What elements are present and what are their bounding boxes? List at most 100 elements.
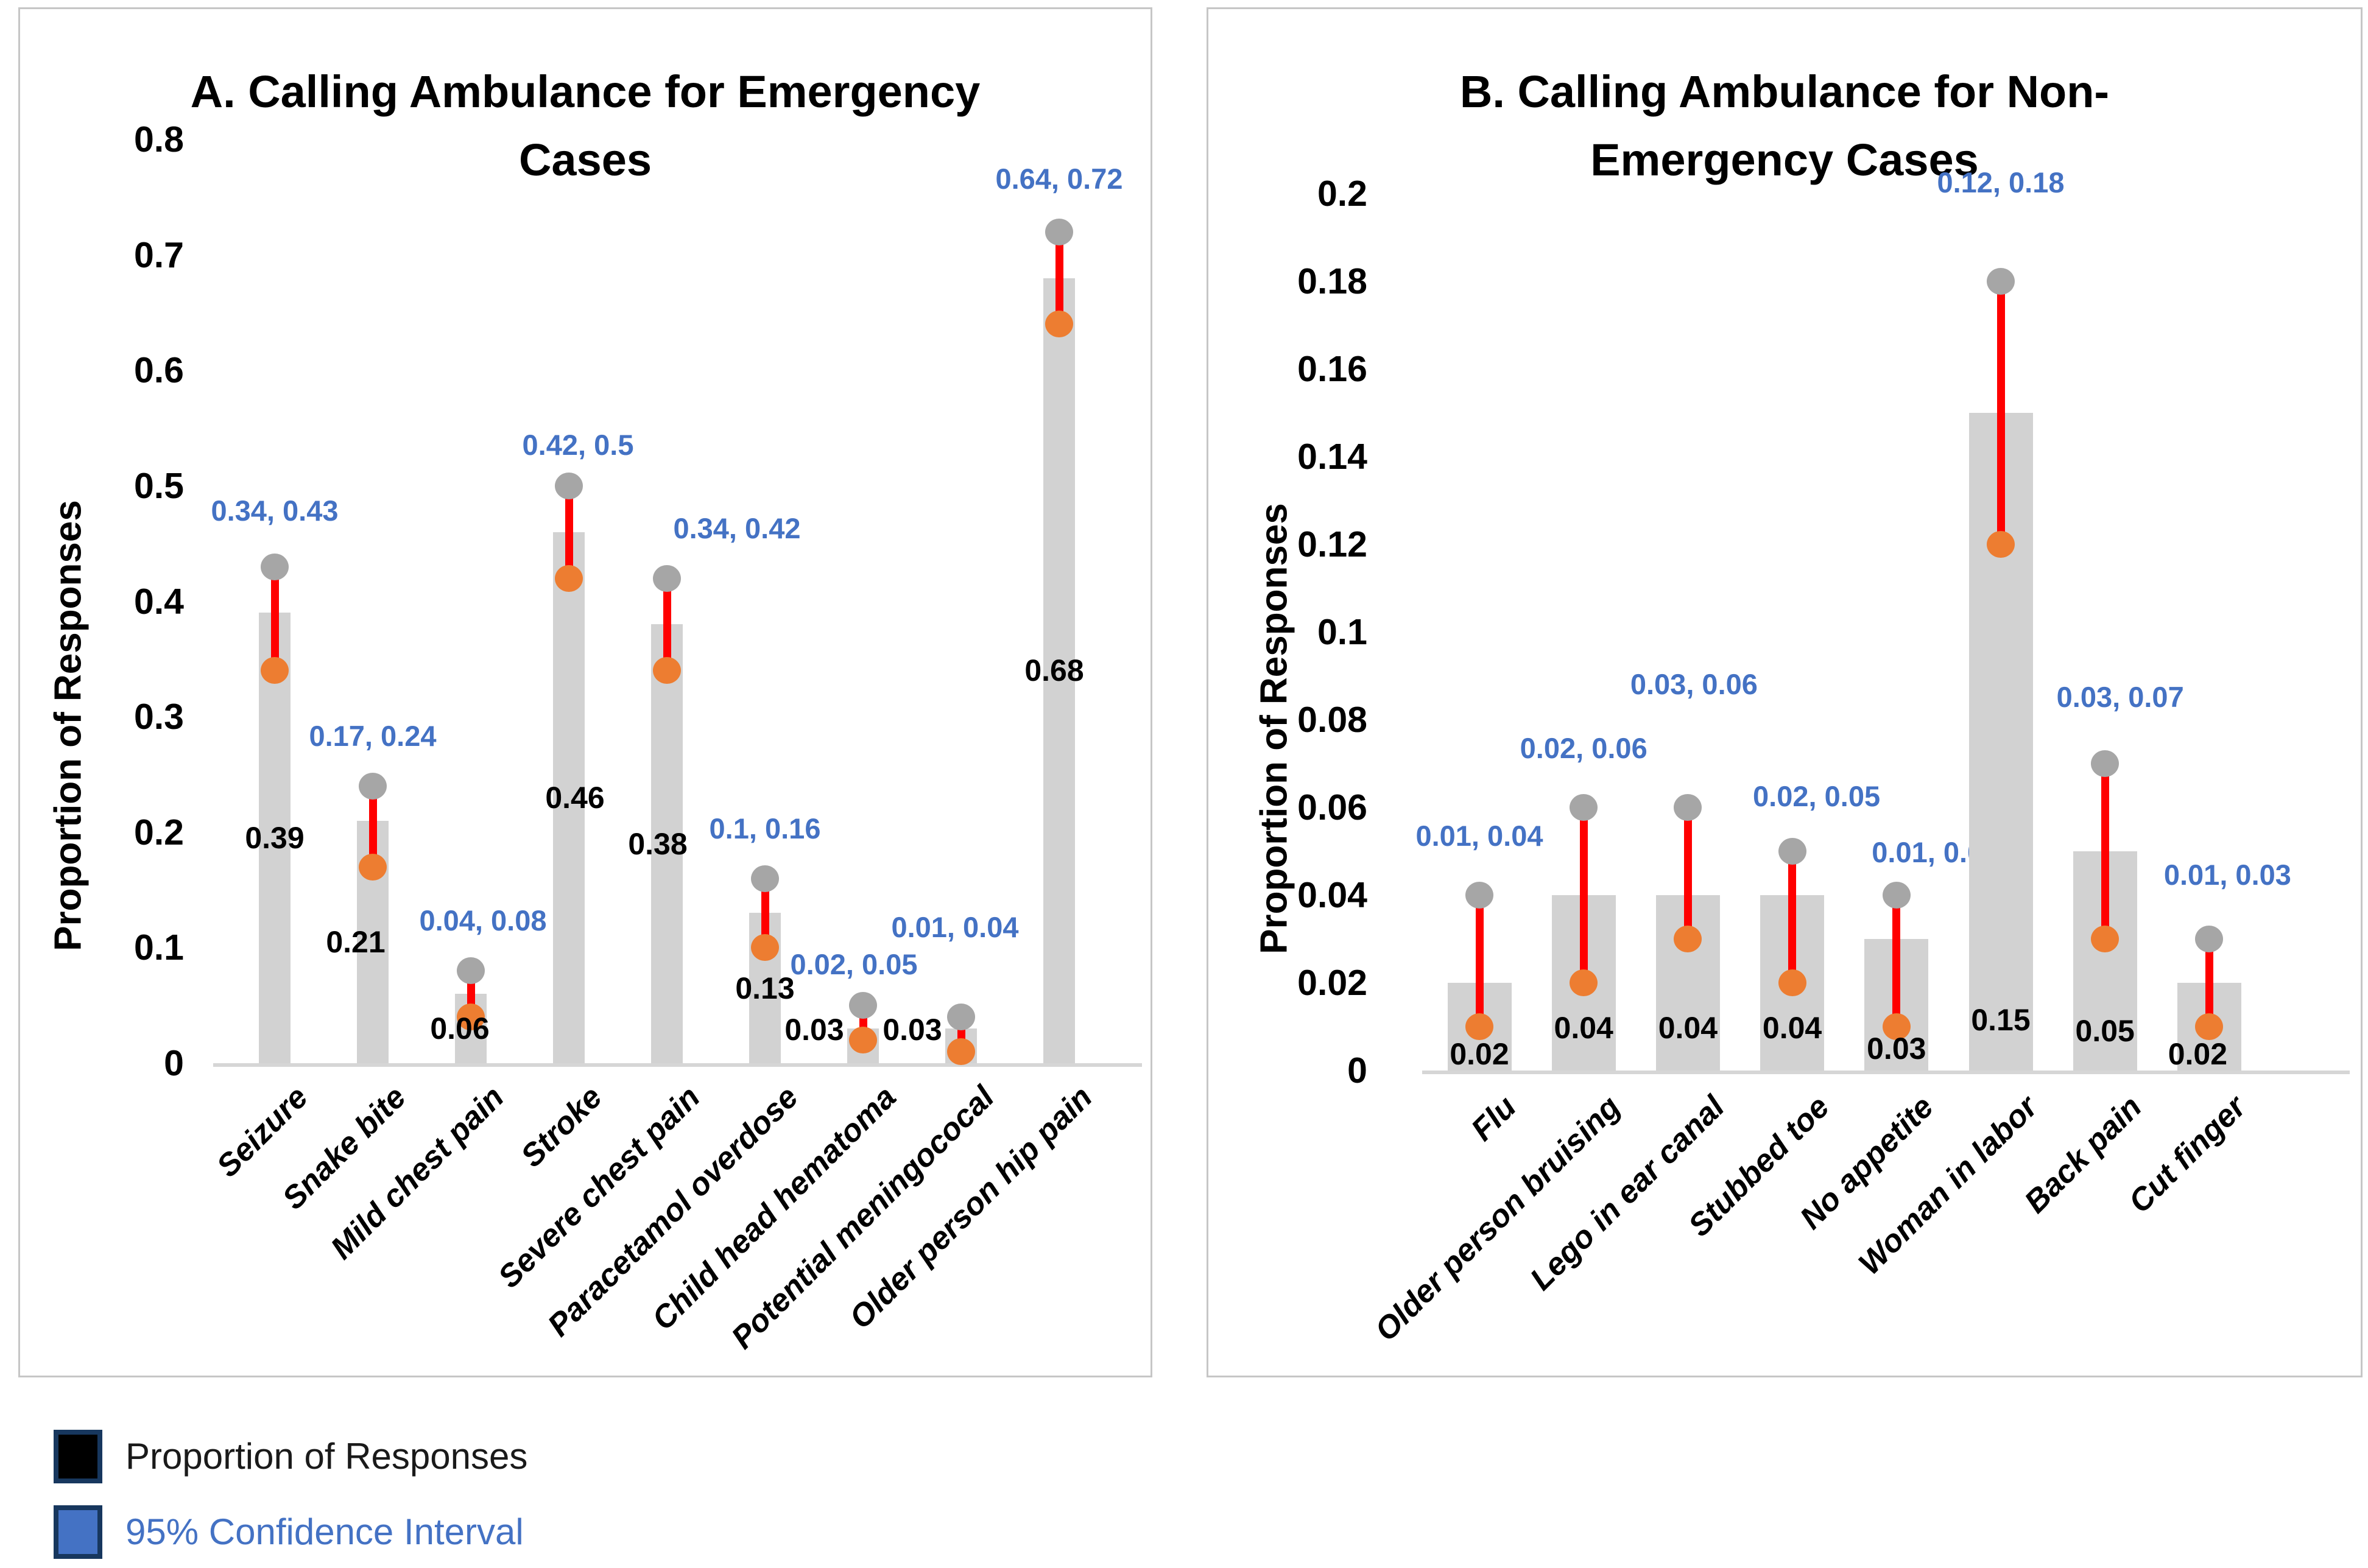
ci-lower-dot [1465,1013,1493,1040]
bar-value-label: 0.03 [883,1013,942,1047]
ci-upper-dot [2195,926,2224,952]
ci-range-label: 0.34, 0.43 [211,494,339,527]
confidence-interval-line [663,578,671,671]
ci-lower-dot [555,564,583,592]
x-axis-line [1422,1071,2350,1074]
ci-upper-dot [849,992,877,1019]
ci-lower-dot [2091,926,2120,952]
panel-b-title-line1: B. Calling Ambulance for Non- [1459,66,2110,117]
confidence-interval-line [1475,895,1484,1027]
bar [553,532,585,1063]
bar-value-label: 0.15 [1971,1003,2031,1037]
panel-a-title: A. Calling Ambulance for Emergency Cases [68,58,1103,194]
y-tick-label: 0.1 [1317,612,1367,652]
bar-value-label: 0.39 [245,821,305,856]
ci-range-label: 0.03, 0.06 [1630,668,1758,700]
bar-value-label: 0.03 [784,1013,844,1047]
bar-value-label: 0.04 [1554,1011,1613,1045]
bar-value-label: 0.38 [628,826,688,861]
ci-range-label: 0.02, 0.06 [1520,732,1647,764]
legend-label-proportion: Proportion of Responses [125,1436,528,1477]
bar-value-label: 0.13 [735,971,795,1005]
ci-lower-dot [653,657,681,684]
ci-upper-dot [1465,882,1493,909]
y-tick-label: 0.06 [1297,787,1367,828]
confidence-interval-line [368,786,377,867]
panel-b-non-emergency-chart: B. Calling Ambulance for Non- Emergency … [1207,7,2363,1377]
confidence-interval-line [1892,895,1901,1027]
ci-lower-dot [947,1038,975,1066]
y-tick-label: 0.8 [133,119,184,160]
bar-value-label: 0.06 [430,1011,490,1046]
y-tick-label: 0.5 [133,465,184,506]
ci-upper-dot [1045,218,1073,245]
ci-range-label: 0.02, 0.05 [1753,780,1881,812]
ci-upper-dot [1674,794,1702,821]
ci-lower-dot [1882,1013,1911,1040]
ci-range-label: 0.01, 0.04 [1415,820,1543,852]
bar-value-label: 0.03 [1867,1032,1926,1066]
y-tick-label: 0.12 [1297,524,1367,564]
legend-swatch-confidence-interval [54,1505,102,1559]
confidence-interval-line [1055,231,1063,325]
confidence-interval-line [565,485,573,578]
ci-upper-dot [1778,838,1806,865]
ci-range-label: 0.04, 0.08 [419,904,547,937]
y-tick-label: 0.2 [133,812,184,853]
panel-a-emergency-chart: A. Calling Ambulance for Emergency Cases [18,7,1152,1377]
confidence-interval-line [1788,851,1797,983]
panel-b-title: B. Calling Ambulance for Non- Emergency … [1267,58,2302,194]
ci-lower-dot [1045,311,1073,338]
ci-lower-dot [457,1004,485,1031]
legend-label-confidence-interval: 95% Confidence Interval [125,1511,524,1552]
bar-value-label: 0.02 [2168,1037,2228,1071]
bar-value-label: 0.68 [1024,653,1084,688]
bar-value-label: 0.04 [1658,1011,1718,1045]
y-tick-label: 0.3 [133,697,184,737]
confidence-interval-line [1579,807,1588,983]
ci-range-label: 0.17, 0.24 [309,719,437,752]
y-tick-label: 0.02 [1297,963,1367,1003]
bar [1043,278,1075,1063]
ci-lower-dot [1674,926,1702,952]
ci-range-label: 0.1, 0.16 [709,812,821,845]
confidence-interval-line [2101,764,2109,939]
confidence-interval-line [1683,807,1692,939]
ci-lower-dot [751,934,779,962]
y-tick-label: 0.7 [133,234,184,275]
y-tick-label: 0.18 [1297,261,1367,301]
ci-lower-dot [1778,969,1806,996]
bar-value-label: 0.46 [545,780,605,815]
bar [651,624,683,1063]
ci-range-label: 0.03, 0.07 [2056,681,2184,713]
y-tick-label: 0.16 [1297,349,1367,389]
ci-upper-dot [751,865,779,892]
panel-b-title-line2: Emergency Cases [1590,135,1979,185]
ci-range-label: 0.01, 0.04 [891,911,1019,944]
x-axis-line [213,1063,1142,1067]
ci-upper-dot [555,472,583,499]
ci-upper-dot [359,772,387,800]
confidence-interval-line [2205,939,2213,1027]
ci-lower-dot [849,1027,877,1054]
confidence-interval-line [270,566,279,671]
ci-lower-dot [2195,1013,2224,1040]
ci-upper-dot [653,564,681,592]
bar-value-label: 0.05 [2075,1014,2135,1048]
ci-range-label: 0.02, 0.05 [790,948,918,981]
y-tick-label: 0 [164,1043,184,1083]
ci-lower-dot [1570,969,1598,996]
bar-value-label: 0.21 [326,924,386,959]
panel-a-title-line1: A. Calling Ambulance for Emergency [190,66,981,117]
ci-upper-dot [947,1004,975,1031]
ci-lower-dot [1987,531,2015,558]
confidence-interval-line [1996,281,2005,544]
ci-upper-dot [2091,750,2120,777]
y-tick-label: 0.2 [1317,174,1367,214]
bar [259,613,291,1063]
ci-range-label: 0.12, 0.18 [1937,166,2065,199]
y-tick-label: 0.1 [133,927,184,968]
ci-upper-dot [1882,882,1911,909]
ci-lower-dot [261,657,289,684]
